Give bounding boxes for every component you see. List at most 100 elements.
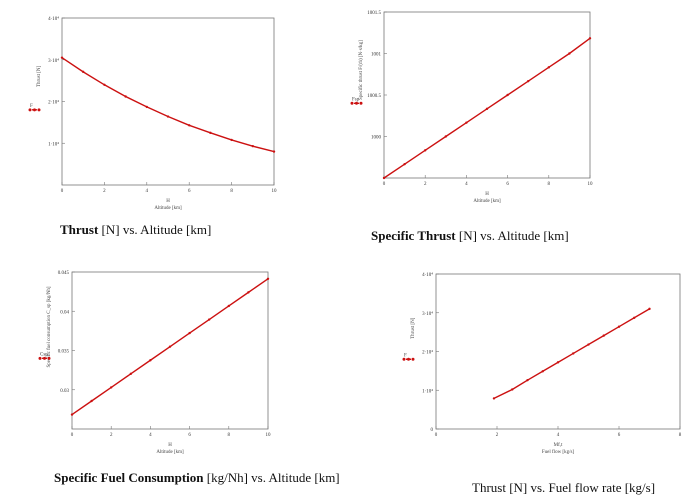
data-point [145, 105, 148, 109]
data-point [382, 176, 386, 180]
data-point [492, 397, 496, 400]
x-axis-label: Altitude [km] [473, 199, 501, 204]
y-tick-label: 1000 [371, 136, 382, 141]
y-tick-label: 0.035 [58, 350, 70, 355]
x-tick-label: 2 [103, 189, 106, 194]
data-point [572, 352, 575, 355]
data-point [511, 388, 514, 391]
caption-bold: Thrust [60, 222, 99, 237]
data-point [188, 331, 191, 335]
x-tick-label: 8 [548, 182, 551, 187]
x-tick-label: 4 [149, 433, 152, 438]
legend-label: F [30, 104, 33, 109]
caption-bold: Specific Fuel Consumption [54, 470, 204, 485]
y-tick-label: 0.03 [60, 389, 69, 394]
data-point [526, 378, 529, 382]
chart-svg: 0 2 4 6 8 10 1·10⁴ 2·10⁴ 3·10⁴ 4·10⁴ H Altitude [km… [28, 16, 277, 211]
data-point [633, 316, 636, 319]
x-tick-label: 4 [465, 182, 468, 187]
legend-label: Fsp [352, 97, 360, 102]
data-point [568, 52, 571, 55]
y-tick-label: 1·10⁴ [48, 141, 59, 147]
data-point [82, 70, 85, 74]
x-tick-label: 8 [228, 433, 231, 438]
x-axis-label: Altitude [km] [156, 450, 184, 455]
y-tick-label: 1001 [371, 53, 382, 58]
data-point [588, 37, 592, 40]
data-point [129, 372, 132, 376]
legend-marker [28, 108, 32, 112]
data-point [541, 370, 544, 373]
x-tick-label: 10 [266, 433, 272, 438]
x-tick-label: 4 [146, 189, 149, 194]
data-point [465, 121, 468, 124]
x-tick-label: 6 [188, 189, 191, 194]
data-point [188, 124, 191, 127]
y-tick-label: 4·10⁴ [48, 16, 59, 22]
chart-panel-thrust-fuelflow: 0 2 4 6 8 0 1·10⁴ 2·10⁴ 3·10⁴ 4·10⁴ Mf,t Fuel flow … [370, 262, 690, 462]
x-tick-label: 0 [71, 433, 74, 438]
data-point [617, 325, 621, 328]
y-tick-label: 2·10⁴ [422, 350, 433, 356]
data-point [149, 359, 152, 362]
legend-label: F [404, 353, 407, 358]
data-point [166, 115, 170, 118]
data-point [110, 386, 113, 389]
legend-marker [411, 357, 415, 361]
x-tick-label: 6 [188, 433, 191, 438]
legend-marker [355, 101, 358, 105]
x-param-label: H [166, 199, 170, 204]
caption-thrust-altitude: Thrust [N] vs. Altitude [km] [60, 222, 211, 238]
data-point [209, 131, 212, 135]
legend-marker [47, 356, 51, 360]
caption-rest: Thrust [N] vs. Fuel flow rate [kg/s] [472, 480, 656, 495]
legend-marker [37, 108, 41, 112]
y-tick-label: 0 [431, 428, 434, 433]
data-point [103, 83, 106, 87]
chart-panel-sfc: 0 2 4 6 8 10 0.03 0.035 0.04 0.045 H Altitude [km] S… [0, 262, 300, 462]
caption-specific-thrust: Specific Thrust [N] vs. Altitude [km] [371, 228, 569, 244]
legend-label: Csp [40, 352, 48, 357]
plot-frame [61, 17, 275, 186]
caption-bold: Specific Thrust [371, 228, 456, 243]
caption-sfc: Specific Fuel Consumption [kg/Nh] vs. Al… [54, 470, 340, 486]
y-tick-label: 2·10⁴ [48, 100, 59, 106]
data-point [266, 277, 270, 280]
x-axis-label: Altitude [km] [154, 206, 182, 211]
x-tick-label: 0 [61, 189, 64, 194]
data-point [90, 399, 93, 403]
y-tick-label: 0.04 [60, 310, 69, 315]
plot-frame [435, 273, 681, 430]
caption-rest: [N] vs. Altitude [km] [455, 228, 569, 243]
x-axis-label: Fuel flow [kg/s] [542, 450, 575, 455]
data-point [124, 95, 127, 98]
plot-frame [383, 11, 591, 179]
data-point [168, 345, 172, 348]
data-point [60, 56, 64, 59]
x-tick-label: 6 [506, 182, 509, 187]
x-tick-label: 8 [679, 433, 682, 438]
x-tick-label: 10 [588, 182, 594, 187]
x-param-label: H [168, 443, 172, 448]
legend-marker [33, 108, 36, 112]
data-point [424, 149, 427, 152]
x-param-label: Mf,t [554, 443, 563, 448]
y-tick-label: 1000.5 [367, 94, 381, 99]
caption-rest: [kg/Nh] vs. Altitude [km] [203, 470, 340, 485]
data-point [208, 318, 211, 321]
y-axis-label: Specific thrust F/(ṁ) [N·s/kg] [359, 40, 364, 100]
chart-svg: 0 2 4 6 8 0 1·10⁴ 2·10⁴ 3·10⁴ 4·10⁴ Mf,t Fuel flow … [402, 272, 682, 455]
x-tick-label: 2 [110, 433, 113, 438]
chart-panel-specific-thrust: 0 2 4 6 8 10 1000 1000.5 1001 1001.5 H Altitude [km… [340, 0, 640, 210]
y-axis-label: Thrust [N] [37, 65, 42, 87]
caption-thrust-fuelflow: Thrust [N] vs. Fuel flow rate [kg/s] [472, 480, 655, 496]
data-point [556, 361, 560, 364]
legend-marker [350, 101, 354, 105]
data-point [403, 162, 406, 166]
legend-marker [407, 357, 410, 361]
caption-rest: [N] vs. Altitude [km] [98, 222, 212, 237]
data-point [272, 150, 276, 153]
y-axis-label: Thrust [N] [411, 317, 416, 339]
x-tick-label: 2 [424, 182, 427, 187]
y-tick-label: 3·10⁴ [48, 58, 59, 64]
